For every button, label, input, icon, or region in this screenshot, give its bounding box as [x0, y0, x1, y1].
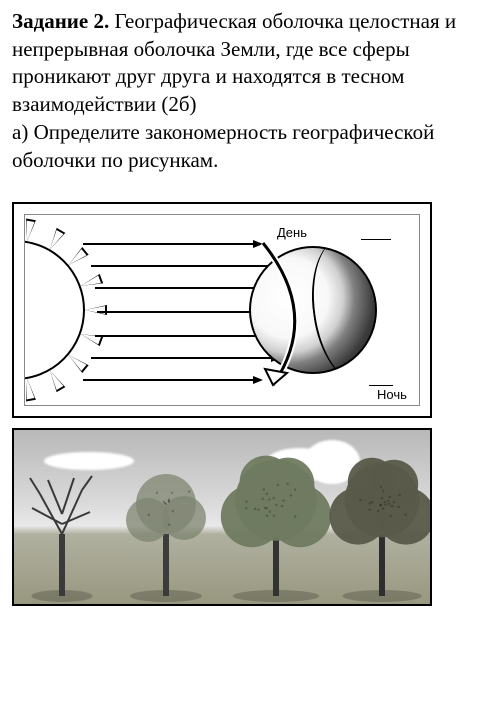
- task-label: Задание 2.: [12, 9, 109, 33]
- earth-icon: [249, 246, 377, 374]
- tree: [329, 458, 430, 602]
- leader-night: [369, 385, 393, 386]
- figure-2-frame: [12, 428, 432, 606]
- leader-day: [361, 239, 391, 240]
- task-text: Задание 2. Географическая оболочка целос…: [12, 8, 488, 174]
- ray-arrowhead-icon: [253, 240, 263, 248]
- ray-arrowhead-icon: [253, 376, 263, 384]
- ray-line: [91, 357, 271, 359]
- ray-line: [83, 379, 253, 381]
- trees: [14, 430, 430, 604]
- ray-line: [83, 243, 253, 245]
- figures: День Ночь: [12, 202, 488, 606]
- ray-line: [91, 265, 271, 267]
- tree: [30, 476, 93, 602]
- tree: [126, 474, 206, 602]
- figure-2: [14, 430, 430, 604]
- label-night: Ночь: [377, 387, 407, 402]
- figure-1: День Ночь: [24, 214, 420, 406]
- figure-1-frame: День Ночь: [12, 202, 432, 418]
- label-day: День: [277, 225, 307, 240]
- terminator-line: [303, 246, 377, 374]
- tree: [221, 456, 331, 602]
- task-sub-a: а) Определите закономерность географичес…: [12, 120, 434, 172]
- sun-icon: [24, 240, 85, 380]
